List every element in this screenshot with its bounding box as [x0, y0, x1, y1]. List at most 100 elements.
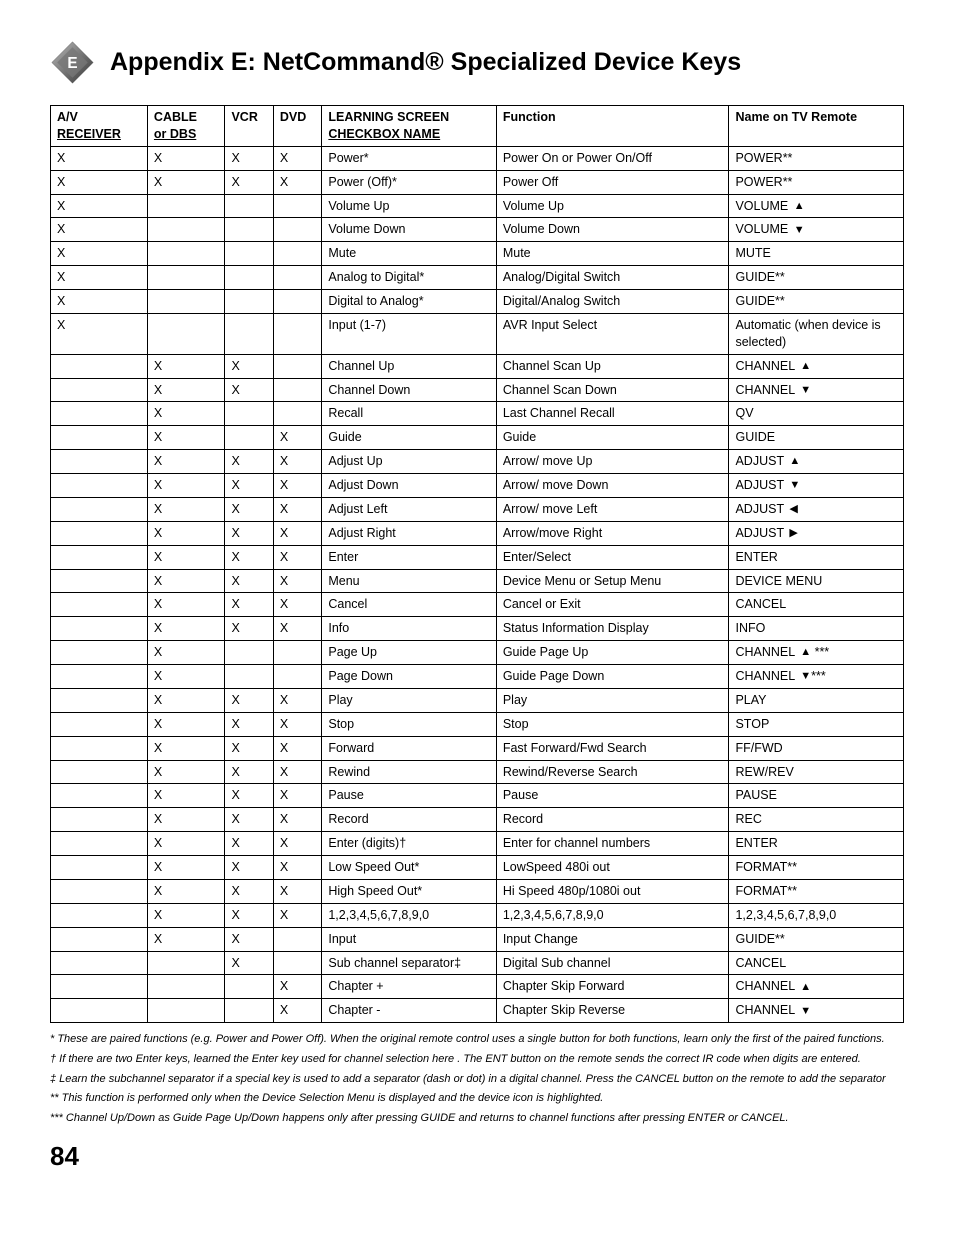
cell-learn: Recall [322, 402, 496, 426]
table-row: XXXPlayPlayPLAY [51, 688, 904, 712]
arrow-down-icon: ▼ [789, 478, 800, 493]
header-function: Function [496, 106, 729, 147]
cell-cable [147, 313, 225, 354]
cell-vcr: X [225, 450, 273, 474]
cell-remote: CHANNEL ▲ *** [729, 641, 904, 665]
cell-func: Arrow/ move Up [496, 450, 729, 474]
svg-text:E: E [67, 55, 77, 72]
footnote: ** This function is performed only when … [50, 1092, 904, 1106]
cell-func: Channel Scan Up [496, 354, 729, 378]
table-row: XXXAdjust DownArrow/ move DownADJUST ▼ [51, 474, 904, 498]
cell-learn: Adjust Right [322, 521, 496, 545]
cell-func: Arrow/ move Left [496, 497, 729, 521]
cell-learn: High Speed Out* [322, 879, 496, 903]
cell-cable: X [147, 903, 225, 927]
cell-func: Guide Page Down [496, 665, 729, 689]
cell-dvd [273, 665, 321, 689]
cell-cable: X [147, 879, 225, 903]
cell-av [51, 927, 148, 951]
cell-learn: Volume Up [322, 194, 496, 218]
cell-dvd: X [273, 170, 321, 194]
header-dvd: DVD [273, 106, 321, 147]
cell-learn: Info [322, 617, 496, 641]
cell-dvd [273, 378, 321, 402]
cell-vcr: X [225, 545, 273, 569]
cell-dvd: X [273, 999, 321, 1023]
cell-av [51, 784, 148, 808]
cell-remote: INFO [729, 617, 904, 641]
cell-learn: Power (Off)* [322, 170, 496, 194]
cell-dvd: X [273, 593, 321, 617]
header-cable-dbs: CABLEor DBS [147, 106, 225, 147]
arrow-down-icon: ▼ [794, 223, 805, 238]
cell-vcr: X [225, 170, 273, 194]
cell-dvd: X [273, 688, 321, 712]
cell-dvd [273, 641, 321, 665]
cell-dvd [273, 313, 321, 354]
cell-av [51, 736, 148, 760]
cell-av [51, 999, 148, 1023]
cell-vcr: X [225, 521, 273, 545]
arrow-down-icon: ▼ [800, 383, 811, 398]
table-row: XChapter -Chapter Skip ReverseCHANNEL ▼ [51, 999, 904, 1023]
cell-av: X [51, 218, 148, 242]
header-vcr: VCR [225, 106, 273, 147]
cell-dvd: X [273, 474, 321, 498]
cell-av [51, 808, 148, 832]
cell-vcr: X [225, 474, 273, 498]
cell-learn: Rewind [322, 760, 496, 784]
cell-av [51, 378, 148, 402]
cell-learn: Input (1-7) [322, 313, 496, 354]
cell-learn: 1,2,3,4,5,6,7,8,9,0 [322, 903, 496, 927]
cell-remote: 1,2,3,4,5,6,7,8,9,0 [729, 903, 904, 927]
table-row: XXXCancelCancel or ExitCANCEL [51, 593, 904, 617]
cell-av [51, 641, 148, 665]
cell-remote: STOP [729, 712, 904, 736]
cell-dvd [273, 194, 321, 218]
cell-vcr [225, 266, 273, 290]
cell-func: Enter/Select [496, 545, 729, 569]
cell-cable: X [147, 474, 225, 498]
cell-cable: X [147, 426, 225, 450]
cell-learn: Digital to Analog* [322, 290, 496, 314]
cell-dvd: X [273, 808, 321, 832]
table-row: XXXStopStopSTOP [51, 712, 904, 736]
cell-cable: X [147, 665, 225, 689]
cell-cable: X [147, 832, 225, 856]
cell-dvd: X [273, 832, 321, 856]
cell-learn: Chapter - [322, 999, 496, 1023]
cell-dvd [273, 218, 321, 242]
cell-dvd: X [273, 426, 321, 450]
cell-remote: QV [729, 402, 904, 426]
arrow-down-icon: ▼ [800, 1004, 811, 1019]
footnote: * These are paired functions (e.g. Power… [50, 1033, 904, 1047]
arrow-right-icon: ▶ [789, 526, 797, 541]
cell-dvd: X [273, 617, 321, 641]
cell-cable: X [147, 170, 225, 194]
cell-func: Enter for channel numbers [496, 832, 729, 856]
cell-dvd: X [273, 545, 321, 569]
cell-cable: X [147, 712, 225, 736]
cell-cable: X [147, 402, 225, 426]
cell-learn: Record [322, 808, 496, 832]
cell-vcr [225, 665, 273, 689]
table-row: XPage UpGuide Page UpCHANNEL ▲ *** [51, 641, 904, 665]
cell-dvd [273, 266, 321, 290]
table-row: XAnalog to Digital*Analog/Digital Switch… [51, 266, 904, 290]
cell-learn: Power* [322, 146, 496, 170]
cell-cable [147, 290, 225, 314]
cell-remote: VOLUME ▲ [729, 194, 904, 218]
table-row: XInput (1-7)AVR Input SelectAutomatic (w… [51, 313, 904, 354]
cell-learn: Adjust Left [322, 497, 496, 521]
table-row: XXXHigh Speed Out*Hi Speed 480p/1080i ou… [51, 879, 904, 903]
cell-learn: Volume Down [322, 218, 496, 242]
cell-remote: ADJUST ◀ [729, 497, 904, 521]
cell-dvd [273, 290, 321, 314]
cell-remote: CHANNEL ▼*** [729, 665, 904, 689]
cell-func: Hi Speed 480p/1080i out [496, 879, 729, 903]
table-row: XChapter +Chapter Skip ForwardCHANNEL ▲ [51, 975, 904, 999]
cell-learn: Forward [322, 736, 496, 760]
cell-vcr: X [225, 354, 273, 378]
cell-vcr [225, 641, 273, 665]
table-row: XRecallLast Channel RecallQV [51, 402, 904, 426]
